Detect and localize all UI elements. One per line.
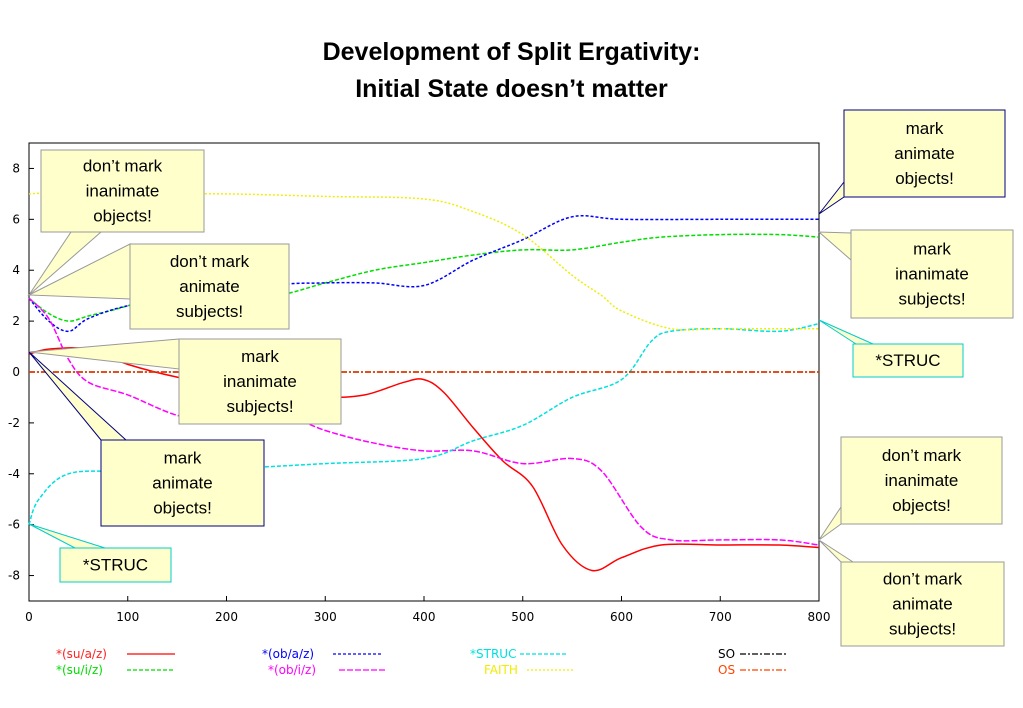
x-tick-label: 0 <box>25 610 33 624</box>
callout-pointer <box>28 338 180 370</box>
callout-box <box>852 343 964 378</box>
x-tick-label: 800 <box>808 610 831 624</box>
x-tick-label: 400 <box>413 610 436 624</box>
y-tick-label: -2 <box>8 416 20 430</box>
legend-label: *(su/a/z) <box>56 647 107 661</box>
y-tick-label: -8 <box>8 569 20 583</box>
x-tick-label: 100 <box>116 610 139 624</box>
x-tick-label: 500 <box>511 610 534 624</box>
callout-text: inanimate <box>223 372 297 391</box>
callout-pointer <box>818 539 855 563</box>
legend-label: *STRUC <box>470 647 516 661</box>
legend-label: *(su/i/z) <box>56 663 103 677</box>
callout-text: objects! <box>93 207 152 226</box>
callout-box <box>59 547 172 583</box>
callout-text: animate <box>894 144 954 163</box>
callout-text: objects! <box>892 496 951 515</box>
y-tick-label: 0 <box>12 365 20 379</box>
callout: don’t mark inanimate objects! <box>818 436 1003 541</box>
y-tick-label: 6 <box>12 212 20 226</box>
chart-title: Development of Split Ergativity: Initial… <box>0 34 1023 108</box>
callout: *STRUC <box>28 523 172 583</box>
callout-text: mark <box>241 347 279 366</box>
callout-text: don’t mark <box>170 252 250 271</box>
callout-text: subjects! <box>889 620 956 639</box>
y-tick-label: 2 <box>12 314 20 328</box>
callout: don’t mark inanimate objects! <box>28 149 205 296</box>
callout-box <box>843 109 1006 198</box>
callout-text: don’t mark <box>83 157 163 176</box>
callout-pointer <box>28 523 106 549</box>
callout-pointer <box>818 505 842 541</box>
callout-box <box>178 338 342 425</box>
callout-text: *STRUC <box>875 351 940 370</box>
callout-box <box>840 561 1005 647</box>
y-tick-label: -4 <box>8 467 20 481</box>
callout-text: inanimate <box>895 265 969 284</box>
callout-text: subjects! <box>176 302 243 321</box>
series-line--ob-i-z- <box>28 297 820 546</box>
callout-text: inanimate <box>86 182 160 201</box>
callout-text: subjects! <box>226 397 293 416</box>
callout-box <box>40 149 205 233</box>
callout-text: objects! <box>895 169 954 188</box>
callout: *STRUC <box>818 319 964 378</box>
legend-label: *(ob/a/z) <box>262 647 314 661</box>
callout-text: mark <box>913 240 951 259</box>
callout: mark animate objects! <box>818 109 1006 215</box>
callout: mark inanimate subjects! <box>817 229 1014 319</box>
callout-box <box>129 243 290 330</box>
callout-pointer <box>818 180 845 215</box>
x-tick-label: 300 <box>314 610 337 624</box>
callout: mark animate objects! <box>28 351 265 527</box>
x-tick-label: 700 <box>709 610 732 624</box>
callout: don’t mark animate subjects! <box>27 243 290 330</box>
callout-pointer <box>28 351 128 441</box>
callout-box <box>100 439 265 527</box>
axis-ticks: 0 100 200 300 400 500 600 700 800 8 6 4 2 0 -2 -4 -6 -8 <box>8 161 830 624</box>
callout: don’t mark animate subjects! <box>818 539 1005 647</box>
callout-text: animate <box>179 277 239 296</box>
series-line--su-i-z- <box>28 233 820 322</box>
x-tick-label: 200 <box>215 610 238 624</box>
legend-label: SO <box>718 647 735 661</box>
callout-text: subjects! <box>898 290 965 309</box>
callout-text: mark <box>164 449 202 468</box>
legend: *(su/a/z) *(su/i/z) *(ob/a/z) *(ob/i/z) *STR… <box>56 647 788 677</box>
y-tick-label: 8 <box>12 161 20 175</box>
annotation-callouts: don’t mark inanimate objects! don’t mark ani… <box>27 109 1014 647</box>
callout-box <box>840 436 1003 525</box>
callout-text: animate <box>892 595 952 614</box>
callout-text: mark <box>906 119 944 138</box>
callout: mark inanimate subjects! <box>28 338 342 425</box>
legend-label: FAITH <box>484 663 518 677</box>
series-line--struc <box>28 322 820 525</box>
callout-text: objects! <box>153 499 212 518</box>
callout-pointer <box>818 319 874 345</box>
series-line--ob-a-z- <box>28 214 819 333</box>
legend-label: *(ob/i/z) <box>268 663 316 677</box>
y-tick-label: 4 <box>12 263 20 277</box>
callout-text: *STRUC <box>83 556 148 575</box>
legend-label: OS <box>718 663 735 677</box>
y-tick-label: -6 <box>8 518 20 532</box>
callout-text: inanimate <box>885 471 959 490</box>
x-tick-label: 600 <box>610 610 633 624</box>
callout-box <box>850 229 1014 319</box>
chart-title-line-1: Development of Split Ergativity: <box>322 38 701 66</box>
callout-text: animate <box>152 474 212 493</box>
callout-text: don’t mark <box>883 570 963 589</box>
callout-pointer <box>817 231 852 262</box>
callout-text: don’t mark <box>882 446 962 465</box>
chart-title-line-2: Initial State doesn’t matter <box>355 75 668 103</box>
